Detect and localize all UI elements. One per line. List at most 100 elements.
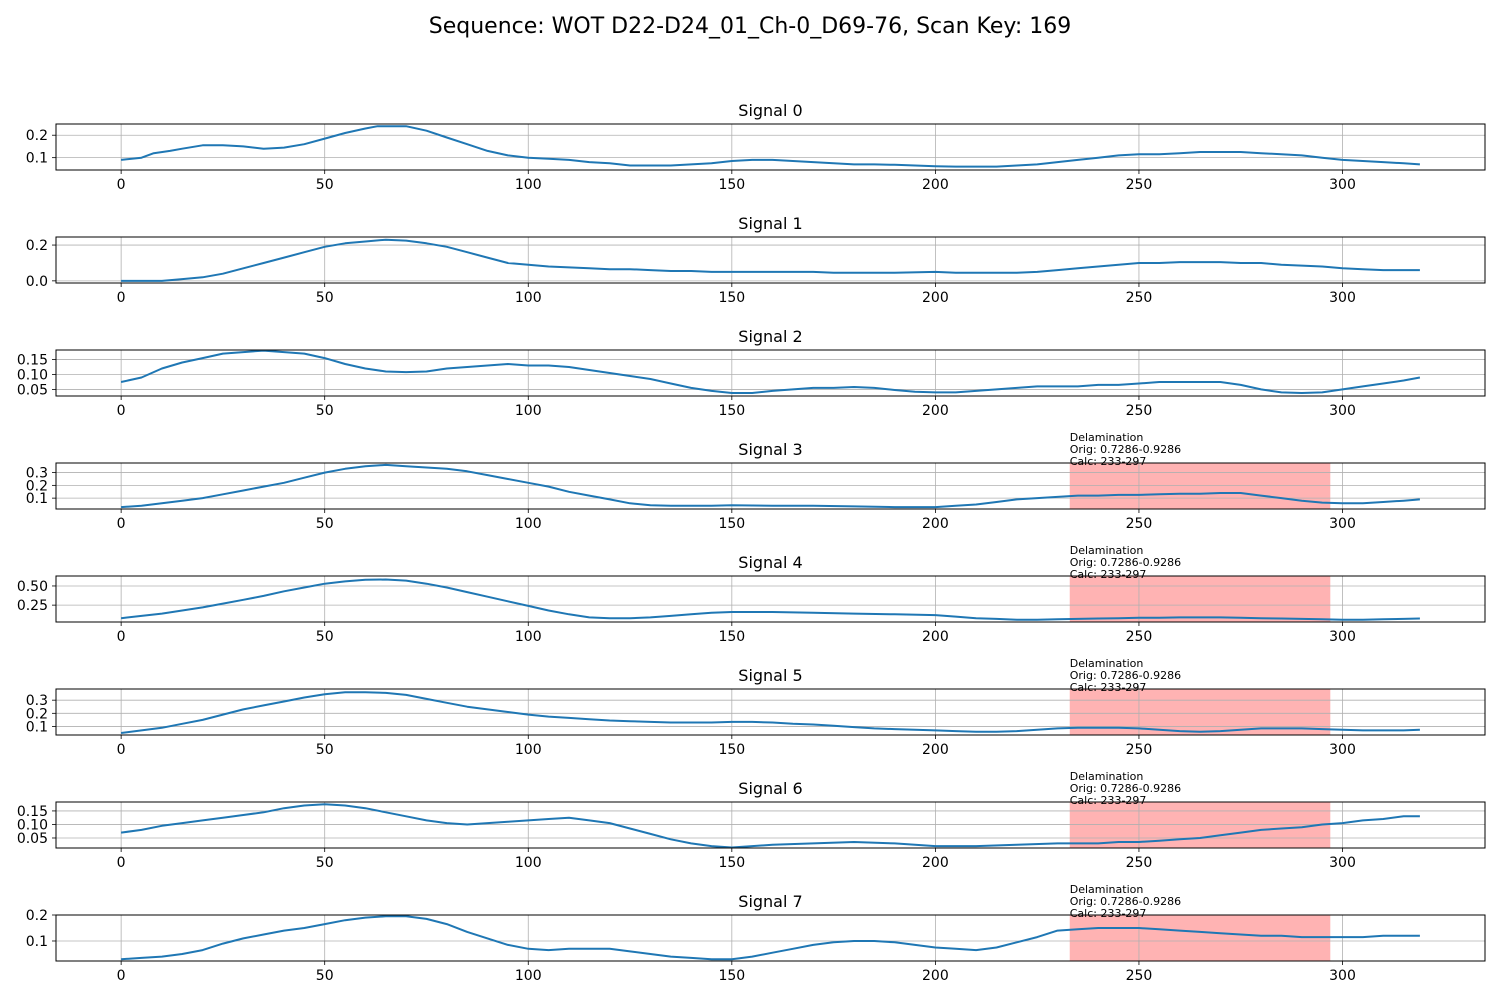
subplot-title: Signal 6 bbox=[738, 779, 802, 798]
x-tick-label: 300 bbox=[1329, 968, 1356, 984]
x-tick-label: 150 bbox=[718, 629, 745, 645]
x-tick-label: 50 bbox=[316, 855, 334, 871]
y-tick-label: 0.2 bbox=[26, 478, 48, 494]
x-tick-label: 200 bbox=[922, 403, 949, 419]
y-tick-label: 0.05 bbox=[17, 831, 48, 847]
x-tick-label: 100 bbox=[515, 855, 542, 871]
subplot-title: Signal 1 bbox=[738, 214, 802, 233]
x-tick-label: 0 bbox=[117, 516, 126, 532]
annotation-text: Orig: 0.7286-0.9286 bbox=[1070, 782, 1181, 795]
annotation-text: Orig: 0.7286-0.9286 bbox=[1070, 895, 1181, 908]
x-tick-label: 300 bbox=[1329, 516, 1356, 532]
annotation-text: Delamination bbox=[1070, 883, 1144, 896]
delamination-region bbox=[1069, 463, 1331, 509]
y-tick-label: 0.2 bbox=[26, 238, 48, 254]
x-tick-label: 250 bbox=[1126, 968, 1153, 984]
y-tick-label: 0.1 bbox=[26, 151, 48, 167]
x-tick-label: 50 bbox=[316, 177, 334, 193]
signal-line bbox=[121, 238, 1420, 282]
x-tick-label: 250 bbox=[1126, 855, 1153, 871]
x-tick-label: 50 bbox=[316, 629, 334, 645]
x-tick-label: 150 bbox=[718, 742, 745, 758]
x-tick-label: 100 bbox=[515, 403, 542, 419]
x-tick-label: 200 bbox=[922, 177, 949, 193]
x-tick-label: 150 bbox=[718, 403, 745, 419]
annotation-text: Calc: 233-297 bbox=[1070, 455, 1147, 468]
subplot-signal-1: Signal 1 0 50 100 150 200 250 300 0.0 0.2 bbox=[26, 214, 1486, 306]
x-tick-label: 300 bbox=[1329, 290, 1356, 306]
annotation-text: Orig: 0.7286-0.9286 bbox=[1070, 556, 1181, 569]
annotation-text: Calc: 233-297 bbox=[1070, 681, 1147, 694]
x-tick-label: 150 bbox=[718, 968, 745, 984]
signal-line bbox=[120, 349, 1421, 394]
subplot-signal-2: Signal 2 0 50 100 150 200 250 300 0.050.100.15 bbox=[17, 327, 1486, 419]
annotation-text: Delamination bbox=[1070, 544, 1144, 557]
x-tick-label: 300 bbox=[1329, 742, 1356, 758]
x-tick-label: 100 bbox=[515, 968, 542, 984]
axes-frame bbox=[55, 688, 1486, 736]
y-tick-label: 0.15 bbox=[17, 804, 48, 820]
x-tick-label: 50 bbox=[316, 403, 334, 419]
y-tick-label: 0.3 bbox=[26, 466, 48, 482]
axes-frame bbox=[55, 914, 1486, 962]
y-tick-label: 0.2 bbox=[26, 706, 48, 722]
x-tick-label: 200 bbox=[922, 968, 949, 984]
y-tick-label: 0.2 bbox=[26, 908, 48, 924]
subplot-title: Signal 0 bbox=[738, 101, 802, 120]
y-tick-label: 0.1 bbox=[26, 719, 48, 735]
x-tick-label: 0 bbox=[117, 290, 126, 306]
annotation-text: Calc: 233-297 bbox=[1070, 568, 1147, 581]
subplot-title: Signal 3 bbox=[738, 440, 802, 459]
x-tick-label: 300 bbox=[1329, 629, 1356, 645]
x-tick-label: 0 bbox=[117, 629, 126, 645]
figure-title: Sequence: WOT D22-D24_01_Ch-0_D69-76, Sc… bbox=[428, 14, 1072, 39]
subplot-signal-0: Signal 0 0 50 100 150 200 250 300 0.1 0.2 bbox=[26, 101, 1486, 193]
delamination-region bbox=[1069, 802, 1331, 848]
x-tick-label: 200 bbox=[922, 742, 949, 758]
axes-frame bbox=[55, 236, 1486, 284]
signal-line bbox=[121, 463, 1420, 509]
x-tick-label: 250 bbox=[1126, 403, 1153, 419]
signal-line bbox=[121, 915, 1420, 961]
x-tick-label: 100 bbox=[515, 290, 542, 306]
x-tick-label: 200 bbox=[922, 855, 949, 871]
x-tick-label: 0 bbox=[117, 177, 126, 193]
x-tick-label: 100 bbox=[515, 629, 542, 645]
x-tick-label: 100 bbox=[515, 177, 542, 193]
x-tick-label: 200 bbox=[922, 629, 949, 645]
annotation-text: Orig: 0.7286-0.9286 bbox=[1070, 443, 1181, 456]
y-tick-label: 0.10 bbox=[17, 367, 48, 383]
x-tick-label: 300 bbox=[1329, 177, 1356, 193]
annotation-text: Delamination bbox=[1070, 431, 1144, 444]
subplot-title: Signal 7 bbox=[738, 892, 802, 911]
subplot-title: Signal 5 bbox=[738, 666, 802, 685]
x-tick-label: 150 bbox=[718, 855, 745, 871]
y-tick-label: 0.3 bbox=[26, 693, 48, 709]
annotation-text: Calc: 233-297 bbox=[1070, 907, 1147, 920]
x-tick-label: 200 bbox=[922, 290, 949, 306]
x-tick-label: 50 bbox=[316, 968, 334, 984]
annotation-text: Delamination bbox=[1070, 770, 1144, 783]
x-tick-label: 0 bbox=[117, 403, 126, 419]
subplot-title: Signal 2 bbox=[738, 327, 802, 346]
y-tick-label: 0.05 bbox=[17, 382, 48, 398]
x-tick-label: 250 bbox=[1126, 177, 1153, 193]
y-tick-label: 0.15 bbox=[17, 353, 48, 369]
x-tick-label: 300 bbox=[1329, 403, 1356, 419]
signal-line bbox=[120, 125, 1420, 168]
delamination-region bbox=[1069, 576, 1331, 622]
x-tick-label: 0 bbox=[117, 968, 126, 984]
x-tick-label: 250 bbox=[1126, 742, 1153, 758]
x-tick-label: 150 bbox=[718, 177, 745, 193]
annotation-text: Delamination bbox=[1070, 657, 1144, 670]
x-tick-label: 50 bbox=[316, 742, 334, 758]
x-tick-label: 0 bbox=[117, 742, 126, 758]
x-tick-label: 0 bbox=[117, 855, 126, 871]
x-tick-label: 250 bbox=[1126, 629, 1153, 645]
signal-line bbox=[120, 578, 1420, 621]
